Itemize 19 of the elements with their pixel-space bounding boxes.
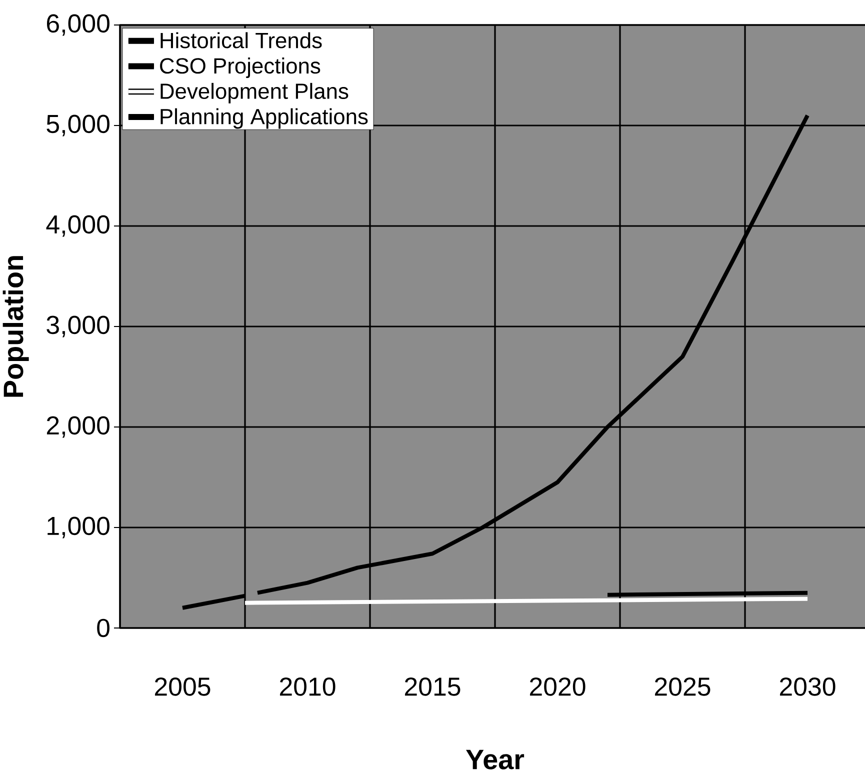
legend-label: Historical Trends [160,32,322,48]
x-tick-label: 2010 [280,678,336,696]
y-tick-label: 1,000 [48,516,110,538]
y-tick-label: 3,000 [46,316,110,338]
y-tick-label: 0 [97,618,110,638]
y-tick-label: 6,000 [46,14,110,36]
x-axis-title: Year [466,750,524,770]
legend-label: CSO Projections [160,58,320,78]
y-tick-label: 2,000 [46,416,110,438]
x-tick-label: 2005 [154,678,210,696]
y-tick-label: 4,000 [46,215,110,237]
legend-label: Planning Applications [160,108,368,129]
x-tick-label: 2030 [780,678,836,696]
x-tick-label: 2025 [654,678,710,696]
legend-label: Development Plans [160,82,348,104]
x-tick-label: 2015 [404,678,460,696]
y-tick-label: 5,000 [46,114,110,136]
y-axis-title: Population [2,256,29,397]
x-tick-label: 2020 [530,678,586,696]
